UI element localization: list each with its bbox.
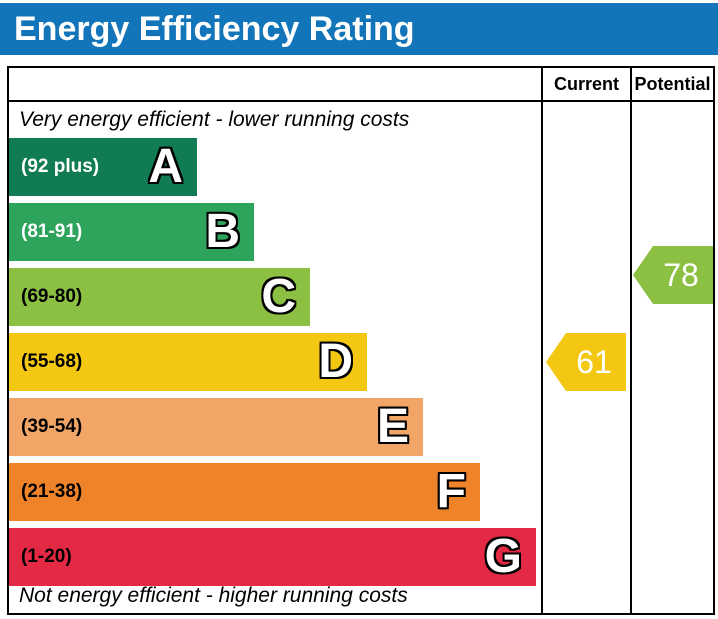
band-a: (92 plus) A xyxy=(9,138,197,196)
current-rating-arrow: 61 xyxy=(546,333,626,391)
potential-column-header: Potential xyxy=(634,73,711,94)
band-c-letter: C xyxy=(261,270,296,323)
band-d: (55-68) D xyxy=(9,333,367,391)
epc-table: Current Potential Very energy efficient … xyxy=(7,66,715,615)
title-bar: Energy Efficiency Rating xyxy=(0,3,718,55)
header-separator xyxy=(9,100,713,102)
band-g: (1-20) G xyxy=(9,528,536,586)
band-e-range: (39-54) xyxy=(21,416,83,437)
band-e: (39-54) E xyxy=(9,398,423,456)
band-d-range: (55-68) xyxy=(21,351,83,372)
band-g-letter: G xyxy=(484,530,522,583)
band-d-letter: D xyxy=(318,335,353,388)
band-f: (21-38) F xyxy=(9,463,480,521)
band-b: (81-91) B xyxy=(9,203,254,261)
potential-rating-arrow: 78 xyxy=(633,246,713,304)
band-a-letter: A xyxy=(148,140,183,193)
bottom-note: Not energy efficient - higher running co… xyxy=(19,584,408,607)
band-c-range: (69-80) xyxy=(21,286,83,307)
band-f-letter: F xyxy=(436,465,466,518)
top-note: Very energy efficient - lower running co… xyxy=(19,108,410,131)
band-b-range: (81-91) xyxy=(21,221,83,242)
potential-rating-value: 78 xyxy=(663,256,699,293)
band-c: (69-80) C xyxy=(9,268,310,326)
band-g-range: (1-20) xyxy=(21,546,72,567)
current-rating-value: 61 xyxy=(576,343,612,380)
band-a-range: (92 plus) xyxy=(21,156,100,177)
band-e-letter: E xyxy=(376,400,409,453)
band-b-letter: B xyxy=(205,205,240,258)
current-column-header: Current xyxy=(553,73,619,94)
page-title: Energy Efficiency Rating xyxy=(14,9,415,48)
potential-column-divider xyxy=(630,68,632,613)
band-f-range: (21-38) xyxy=(21,481,83,502)
current-column-divider xyxy=(541,68,543,613)
